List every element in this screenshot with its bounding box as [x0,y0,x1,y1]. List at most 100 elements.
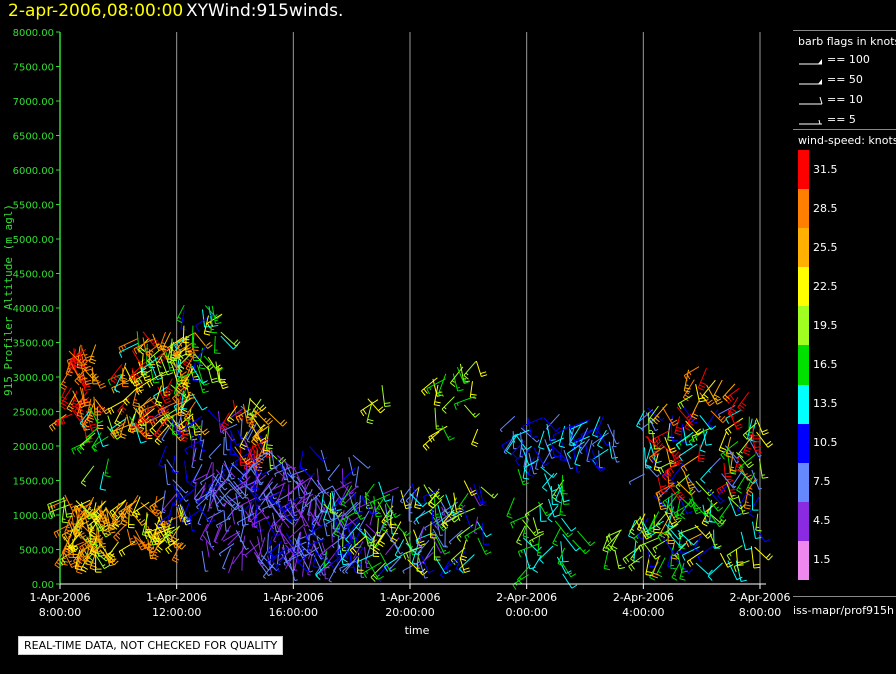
wind-barb [667,483,685,501]
wind-barb [246,397,254,419]
wind-barb [743,491,751,510]
wind-barb [226,405,238,424]
wind-barb [132,389,140,408]
wind-barb [257,536,266,559]
colorbar-label: 7.5 [813,475,831,489]
wind-barb [151,540,161,561]
wind-barb [647,407,665,421]
wind-barb [59,387,72,410]
wind-barb [323,550,330,569]
wind-barb [439,560,451,578]
wind-barb [176,487,189,502]
wind-barb [298,493,314,505]
wind-barb [133,501,150,518]
wind-barb [445,494,460,516]
wind-barb [369,505,376,526]
wind-barb [109,418,126,435]
wind-barb [192,362,199,382]
wind-barb [523,448,528,469]
wind-barb [458,554,475,574]
wind-barb [456,366,470,385]
wind-barb [740,531,752,551]
x-tick-label-time: 8:00:00 [739,606,781,619]
wind-barb [544,439,555,459]
wind-barb [269,488,286,504]
wind-barb [239,431,248,450]
wind-barb [726,446,740,464]
wind-barb [165,538,180,555]
wind-barb [283,466,292,483]
wind-barb [237,496,257,508]
wind-barb [381,509,391,533]
wind-barb [163,526,180,544]
wind-barb [111,502,120,525]
wind-barb [570,423,583,446]
wind-barb [126,529,138,546]
wind-barb [152,333,165,352]
wind-barb [306,538,326,552]
wind-barb [448,529,463,545]
colorbar-swatch [798,540,809,581]
wind-barb [667,468,675,487]
wind-barb [206,509,224,523]
wind-barb [89,406,104,424]
wind-barb [724,417,744,436]
wind-barb [422,431,440,451]
wind-barb [421,377,438,396]
wind-barb [353,541,364,559]
wind-barb [552,446,572,462]
wind-barb [463,361,477,380]
wind-barb [697,444,705,463]
wind-barb [548,498,561,518]
wind-barb [537,536,544,557]
wind-barb [697,543,716,563]
wind-barb [278,502,295,522]
wind-barb [323,498,332,522]
wind-barb [191,392,208,411]
y-tick-label: 7000.00 [13,97,54,108]
wind-barb [327,464,340,482]
wind-barb [370,562,387,582]
wind-barb [68,530,83,552]
x-tick-label-date: 1-Apr-2006 [29,591,90,604]
wind-barb [592,416,601,438]
wind-barb [657,476,668,494]
wind-barb [459,539,468,562]
wind-barb [207,492,217,512]
wind-barb [471,428,479,448]
wind-barb [561,517,577,532]
wind-barb [253,509,258,528]
x-tick-label-time: 0:00:00 [505,606,547,619]
wind-barb [180,393,190,416]
wind-barb [697,367,707,391]
wind-barb [92,367,99,385]
wind-barb [122,387,138,406]
wind-barb [161,420,174,442]
wind-barb [135,369,153,385]
y-tick-label: 4500.00 [13,270,54,281]
barb-flag-icon [799,119,822,125]
wind-barb [178,488,196,507]
wind-barb [146,349,161,366]
wind-barb [433,538,441,561]
y-tick-label: 7500.00 [13,63,54,74]
wind-barb [64,494,79,511]
barb-legend-row: == 5 [798,113,896,127]
colorbar-swatch [798,501,809,542]
wind-barb [285,495,302,512]
wind-barb [184,509,202,526]
wind-barb [751,433,762,455]
wind-barb [441,396,455,414]
wind-barb [418,526,425,547]
wind-barb [389,556,402,573]
wind-barb [532,555,542,574]
wind-barb [552,425,572,442]
wind-barb [211,474,228,491]
wind-barb [291,479,304,493]
wind-barb [184,460,191,483]
wind-barb [192,438,196,462]
colorbar-swatch [798,462,809,503]
wind-barb [554,484,563,504]
wind-barb [432,528,447,548]
wind-barb [193,484,205,501]
